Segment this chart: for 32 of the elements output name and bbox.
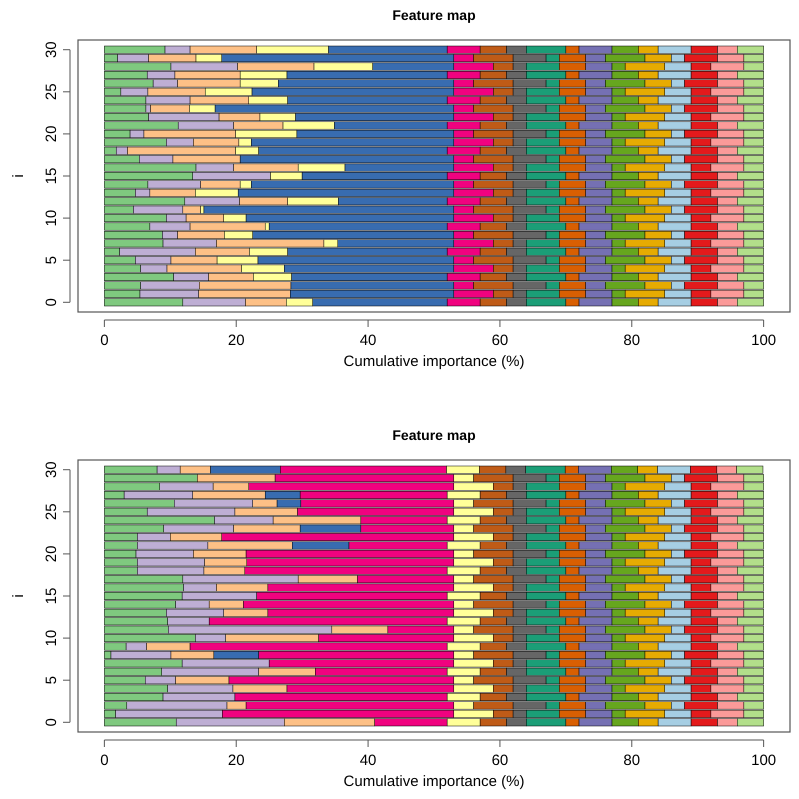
y-tick-label: 30 <box>43 461 60 478</box>
x-tick-label: 60 <box>492 332 508 349</box>
x-tick-label: 60 <box>492 752 508 769</box>
y-axis-title: i <box>10 594 27 598</box>
y-tick-label: 20 <box>43 126 60 142</box>
y-tick-label: 15 <box>43 588 60 604</box>
chart-title: Feature map <box>392 7 476 23</box>
y-tick-label: 20 <box>43 546 60 562</box>
y-tick-label: 10 <box>43 210 60 226</box>
y-tick-label: 0 <box>43 718 60 726</box>
y-tick-label: 10 <box>43 630 60 646</box>
x-tick-label: 100 <box>751 332 776 349</box>
x-tick-label: 100 <box>751 752 776 769</box>
y-tick-label: 0 <box>43 298 60 306</box>
x-tick-label: 80 <box>623 752 640 769</box>
y-tick-label: 25 <box>43 503 60 520</box>
chart-title: Feature map <box>392 427 476 443</box>
x-tick-label: 40 <box>360 752 376 769</box>
x-tick-label: 0 <box>100 332 109 349</box>
x-tick-label: 0 <box>100 752 109 769</box>
x-tick-label: 40 <box>360 332 376 349</box>
x-axis-title: Cumulative importance (%) <box>344 773 524 790</box>
x-tick-label: 80 <box>623 332 640 349</box>
y-tick-label: 5 <box>43 676 60 684</box>
y-tick-label: 30 <box>43 41 60 58</box>
y-tick-label: 25 <box>43 83 60 100</box>
y-tick-label: 5 <box>43 256 60 264</box>
y-axis-title: i <box>10 174 27 178</box>
x-tick-label: 20 <box>228 332 245 349</box>
x-axis-title: Cumulative importance (%) <box>344 353 524 370</box>
x-tick-label: 20 <box>228 752 245 769</box>
y-tick-label: 15 <box>43 168 60 184</box>
